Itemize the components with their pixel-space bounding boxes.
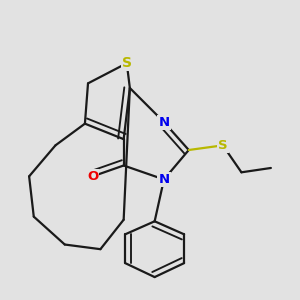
Text: N: N: [158, 116, 169, 129]
Text: N: N: [158, 173, 169, 186]
Text: S: S: [218, 139, 228, 152]
Text: O: O: [87, 170, 98, 183]
Text: S: S: [122, 56, 132, 70]
